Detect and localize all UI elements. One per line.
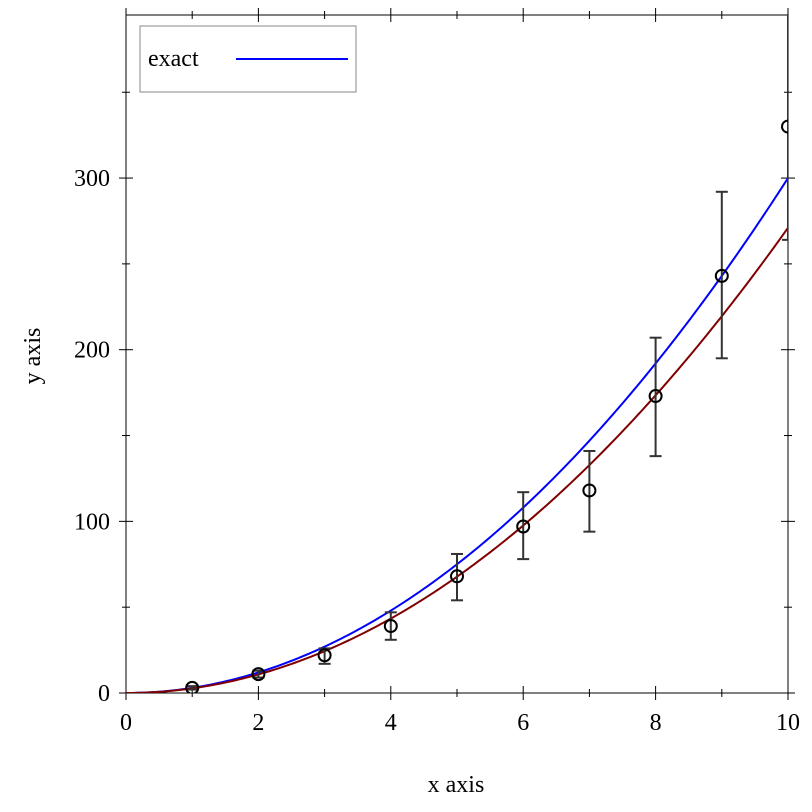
y-tick-label: 300 xyxy=(74,166,110,192)
point-marker xyxy=(383,619,398,634)
point-marker xyxy=(317,648,332,663)
data-point xyxy=(450,552,464,602)
data-point xyxy=(516,491,531,561)
series-layer xyxy=(126,15,788,693)
point-marker xyxy=(185,680,200,693)
legend: exact xyxy=(139,25,357,93)
y-tick-label: 100 xyxy=(74,509,110,535)
x-axis-title: x axis xyxy=(428,772,485,798)
point-marker xyxy=(582,483,597,498)
x-tick-label: 0 xyxy=(120,710,132,736)
point-marker xyxy=(450,569,464,584)
legend-label-exact: exact xyxy=(148,46,199,72)
x-tick-label: 10 xyxy=(776,710,800,736)
data-point xyxy=(582,449,597,533)
point-marker xyxy=(516,519,531,534)
point-marker xyxy=(714,268,729,283)
data-point xyxy=(251,667,266,682)
point-marker xyxy=(251,667,266,682)
y-tick-label: 0 xyxy=(98,681,110,707)
y-axis-title: y axis xyxy=(20,328,46,385)
data-point xyxy=(383,611,398,641)
data-point xyxy=(714,190,729,360)
point-marker xyxy=(648,389,663,404)
data-point xyxy=(317,647,332,665)
series-line-series-1 xyxy=(126,227,788,693)
x-tick-label: 6 xyxy=(517,710,529,736)
point-marker xyxy=(781,119,788,134)
y-tick-label: 200 xyxy=(74,338,110,364)
data-point xyxy=(185,680,200,693)
x-tick-label: 8 xyxy=(650,710,662,736)
x-tick-label: 4 xyxy=(385,710,397,736)
data-point xyxy=(781,15,788,241)
data-point xyxy=(648,336,663,458)
x-tick-label: 2 xyxy=(252,710,264,736)
series-line-exact xyxy=(126,177,788,693)
